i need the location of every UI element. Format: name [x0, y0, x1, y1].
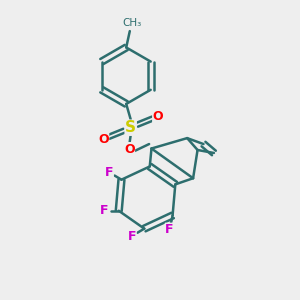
Text: CH₃: CH₃: [122, 18, 141, 28]
Text: O: O: [153, 110, 163, 123]
Text: O: O: [98, 133, 109, 146]
Text: S: S: [125, 120, 136, 135]
Text: O: O: [124, 142, 134, 156]
Text: F: F: [165, 223, 174, 236]
Text: F: F: [128, 230, 136, 243]
Text: F: F: [100, 204, 108, 217]
Text: F: F: [105, 166, 113, 179]
